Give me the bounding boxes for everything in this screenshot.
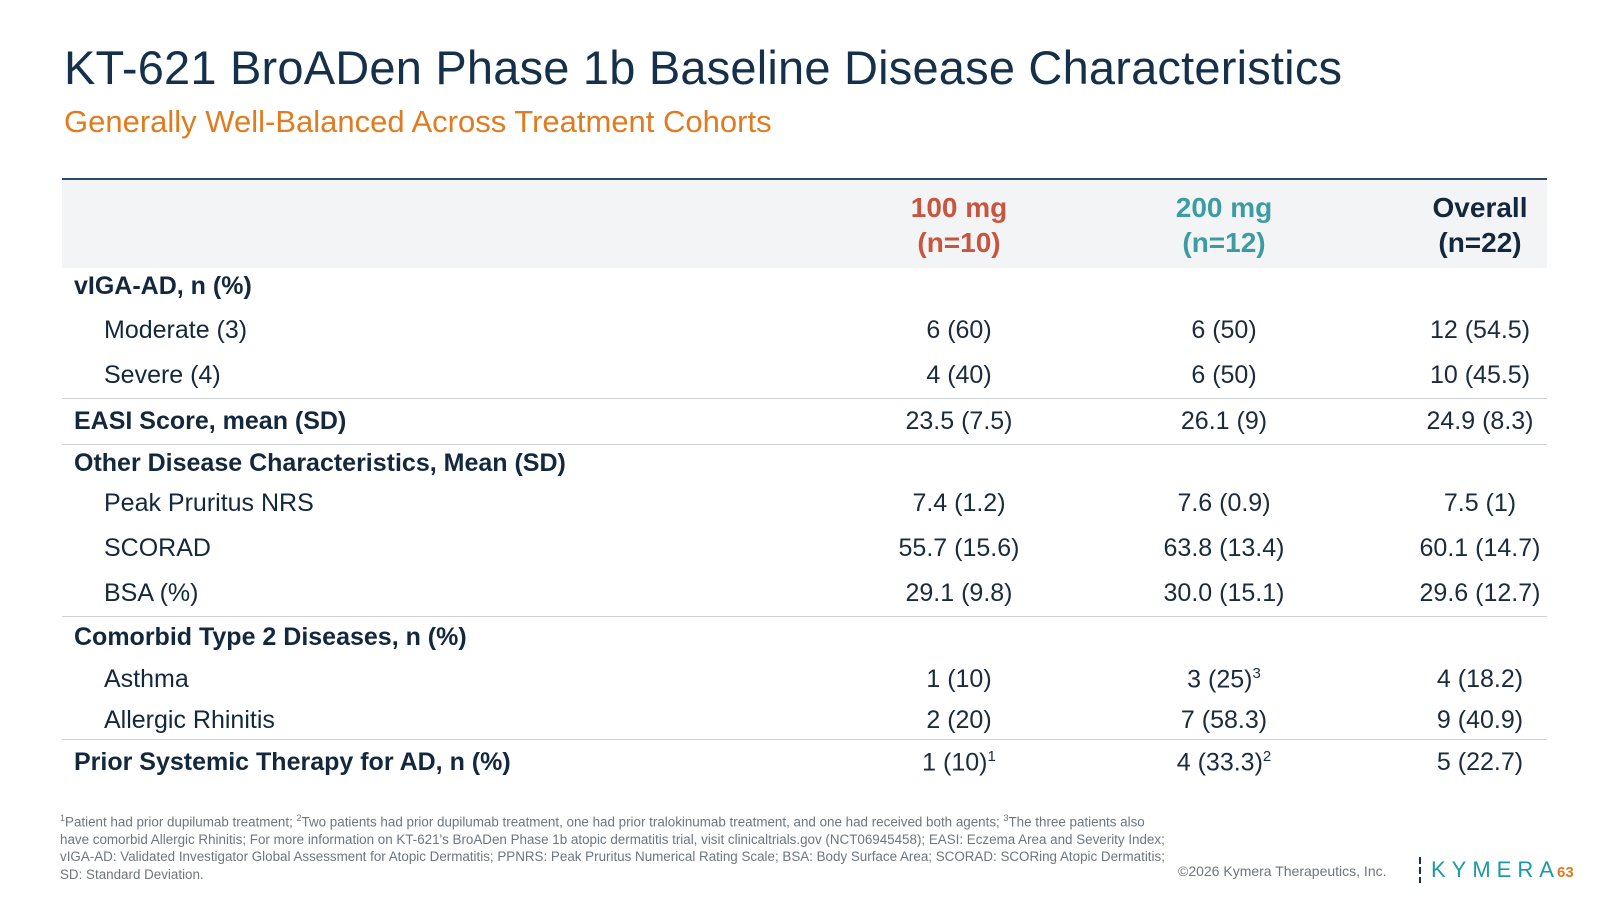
table-row: SCORAD 55.7 (15.6) 63.8 (13.4) 60.1 (14.… [62,526,1547,571]
cell-overall: 12 (54.5) [1429,316,1531,344]
table-header-row: 100 mg (n=10) 200 mg (n=12) Overall (n=2… [62,180,1547,268]
cell-overall: 10 (45.5) [1429,361,1531,389]
row-label: vIGA-AD, n (%) [74,272,252,300]
footnote-marker: 2 [1262,748,1272,765]
table-row: EASI Score, mean (SD) 23.5 (7.5) 26.1 (9… [62,399,1547,445]
row-label: Allergic Rhinitis [104,706,275,734]
row-label: Severe (4) [104,361,221,389]
cell-overall: 60.1 (14.7) [1419,534,1541,562]
cell-100mg: 4 (40) [926,361,992,389]
cell-100mg: 7.4 (1.2) [912,489,1006,517]
cell-overall: 4 (18.2) [1436,665,1524,693]
section-header-row: Other Disease Characteristics, Mean (SD) [62,445,1547,481]
kymera-wordmark: KYMERA [1431,857,1560,882]
cell-overall: 29.6 (12.7) [1419,579,1541,607]
footnote-marker: 3 [1252,665,1261,682]
cell-100mg: 29.1 (9.8) [905,579,1013,607]
cell-200mg: 7.6 (0.9) [1177,489,1271,517]
row-label: EASI Score, mean (SD) [74,407,347,435]
row-label: Moderate (3) [104,316,248,344]
kymera-logo: KYMERA [1417,855,1560,885]
cell-200mg: 3 (25)3 [1094,665,1354,694]
slide-subtitle: Generally Well-Balanced Across Treatment… [64,104,772,139]
footnote-marker: 3 [1003,813,1009,823]
cell-overall: 9 (40.9) [1436,706,1524,734]
row-label: Asthma [104,665,189,693]
table-row: Peak Pruritus NRS 7.4 (1.2) 7.6 (0.9) 7.… [62,481,1547,526]
cell-overall: 7.5 (1) [1443,489,1517,517]
cell-200mg: 7 (58.3) [1180,706,1268,734]
cell-200mg: 6 (50) [1191,361,1257,389]
cell-value: 4 (33.3) [1176,748,1263,777]
table-row: Asthma 1 (10) 3 (25)3 4 (18.2) [62,657,1547,698]
footnote-text: The three patients also have comorbid Al… [60,814,1165,882]
table-row: Moderate (3) 6 (60) 6 (50) 12 (54.5) [62,308,1547,353]
column-header-dose: 100 mg [910,192,1008,223]
table-top-rule [62,178,1547,180]
cell-overall: 5 (22.7) [1436,748,1524,776]
column-header-dose: Overall [1432,192,1528,223]
row-label: BSA (%) [104,579,199,607]
row-label: Other Disease Characteristics, Mean (SD) [74,449,566,477]
footnote-marker: 2 [296,813,302,823]
section-header-row: Comorbid Type 2 Diseases, n (%) [62,617,1547,657]
row-label: Peak Pruritus NRS [104,489,314,517]
footnotes: 1Patient had prior dupilumab treatment; … [60,810,1170,883]
page-number: 63 [1557,864,1574,881]
section-header-row: vIGA-AD, n (%) [62,268,1547,308]
row-label: Prior Systemic Therapy for AD, n (%) [74,748,511,776]
slide-title: KT-621 BroADen Phase 1b Baseline Disease… [64,41,1343,94]
kymera-mark-icon [1419,857,1421,883]
column-header-n: (n=12) [1182,227,1266,258]
footnote-text: Two patients had prior dupilumab treatme… [301,814,1004,830]
cell-200mg: 4 (33.3)2 [1094,748,1354,777]
cell-overall: 24.9 (8.3) [1426,407,1534,435]
baseline-characteristics-table: 100 mg (n=10) 200 mg (n=12) Overall (n=2… [62,178,1547,785]
column-header-100mg: 100 mg (n=10) [829,190,1089,260]
table-row: Prior Systemic Therapy for AD, n (%) 1 (… [62,740,1547,785]
cell-200mg: 30.0 (15.1) [1163,579,1285,607]
table-row: BSA (%) 29.1 (9.8) 30.0 (15.1) 29.6 (12.… [62,571,1547,617]
cell-100mg: 55.7 (15.6) [898,534,1020,562]
cell-value: 1 (10) [922,748,988,777]
copyright-notice: ©2026 Kymera Therapeutics, Inc. [1178,863,1387,879]
cell-value: 3 (25) [1187,665,1253,694]
cell-200mg: 26.1 (9) [1180,407,1268,435]
footnote-marker: 1 [987,748,996,765]
cell-100mg: 1 (10)1 [829,748,1089,777]
column-header-overall: Overall (n=22) [1350,190,1600,260]
footnote-text: Patient had prior dupilumab treatment; [65,814,297,830]
column-header-n: (n=22) [1438,227,1522,258]
column-header-n: (n=10) [917,227,1001,258]
column-header-200mg: 200 mg (n=12) [1094,190,1354,260]
footnote-marker: 1 [60,813,66,823]
table-row: Allergic Rhinitis 2 (20) 7 (58.3) 9 (40.… [62,698,1547,740]
column-header-dose: 200 mg [1175,192,1273,223]
cell-100mg: 23.5 (7.5) [905,407,1013,435]
cell-100mg: 6 (60) [926,316,992,344]
cell-200mg: 63.8 (13.4) [1163,534,1285,562]
row-label: SCORAD [104,534,211,562]
cell-200mg: 6 (50) [1191,316,1257,344]
cell-100mg: 2 (20) [926,706,992,734]
row-label: Comorbid Type 2 Diseases, n (%) [74,623,467,651]
table-row: Severe (4) 4 (40) 6 (50) 10 (45.5) [62,353,1547,399]
cell-100mg: 1 (10) [926,665,992,693]
